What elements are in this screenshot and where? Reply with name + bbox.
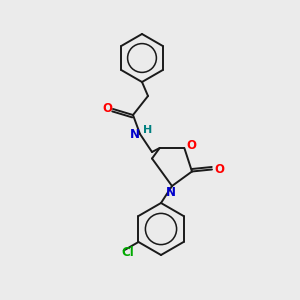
- Text: O: O: [102, 101, 112, 115]
- Text: O: O: [214, 163, 224, 176]
- Text: H: H: [143, 125, 153, 135]
- Text: O: O: [186, 139, 196, 152]
- Text: Cl: Cl: [122, 246, 134, 259]
- Text: N: N: [166, 187, 176, 200]
- Text: N: N: [130, 128, 140, 142]
